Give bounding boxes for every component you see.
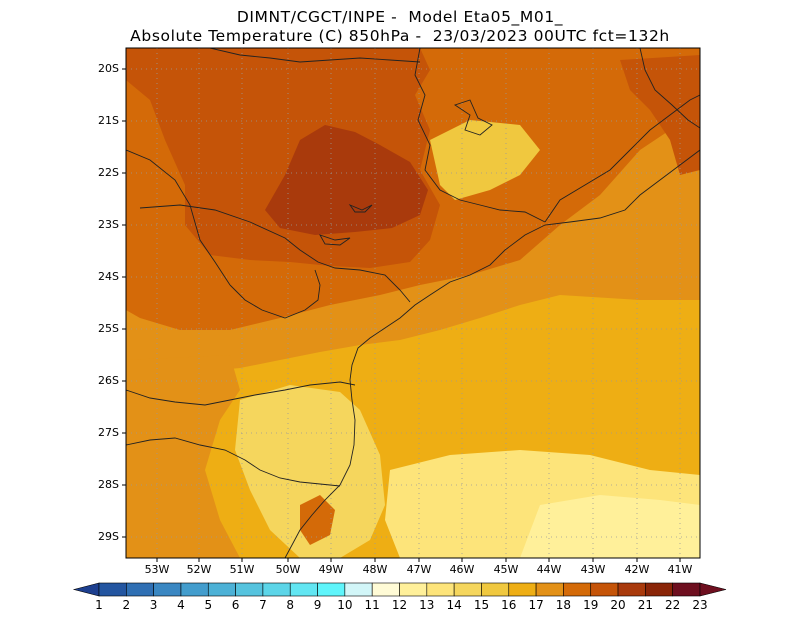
colorbar-label: 4 bbox=[177, 598, 185, 612]
colorbar-label: 1 bbox=[95, 598, 103, 612]
lon-label: 43W bbox=[580, 563, 606, 576]
mg-rj-border bbox=[544, 94, 700, 223]
zone-south-cool-inland bbox=[235, 385, 385, 558]
lat-label: 26S bbox=[98, 374, 119, 387]
zone-west-strip bbox=[126, 355, 240, 558]
colorbar-label: 18 bbox=[555, 598, 572, 612]
mg-es-border bbox=[639, 48, 700, 129]
lon-label: 48W bbox=[362, 563, 388, 576]
lon-label: 53W bbox=[144, 563, 170, 576]
reservoir-3 bbox=[453, 99, 493, 136]
zone-northwest-core bbox=[265, 125, 428, 235]
lat-label: 24S bbox=[98, 270, 119, 283]
lat-label: 20S bbox=[98, 62, 119, 75]
colorbar-label: 5 bbox=[204, 598, 213, 612]
pr-sc-border bbox=[126, 381, 356, 406]
colorbar-label: 9 bbox=[313, 598, 322, 612]
colorbar-label: 8 bbox=[286, 598, 295, 612]
coastline bbox=[284, 149, 700, 558]
lat-label: 27S bbox=[98, 426, 119, 439]
lon-label: 50W bbox=[275, 563, 301, 576]
go-mg-border bbox=[209, 48, 421, 63]
lat-label: 22S bbox=[98, 166, 119, 179]
lat-label: 29S bbox=[98, 530, 119, 543]
zone-far-southeast-cool bbox=[520, 495, 700, 558]
colorbar-label: 13 bbox=[419, 598, 435, 612]
zone-northeast-warm bbox=[620, 55, 700, 175]
lat-label: 28S bbox=[98, 478, 119, 491]
lon-label: 44W bbox=[536, 563, 562, 576]
colorbar-label: 6 bbox=[231, 598, 240, 612]
lat-label: 25S bbox=[98, 322, 119, 335]
lon-label: 42W bbox=[624, 563, 650, 576]
lon-label: 47W bbox=[406, 563, 432, 576]
colorbar-label: 12 bbox=[391, 598, 408, 612]
map-frame bbox=[125, 47, 701, 559]
colorbar-label: 14 bbox=[446, 598, 462, 612]
colorbar-label: 7 bbox=[259, 598, 267, 612]
colorbar-label: 17 bbox=[528, 598, 544, 612]
zone-coast-warm-spot bbox=[300, 495, 335, 545]
ticks bbox=[122, 68, 681, 562]
lon-label: 49W bbox=[318, 563, 344, 576]
lon-label: 52W bbox=[186, 563, 212, 576]
sc-rs-border bbox=[126, 437, 341, 487]
sp-pr-border bbox=[139, 204, 411, 303]
colorbar-label: 15 bbox=[473, 598, 490, 612]
lon-label: 45W bbox=[493, 563, 519, 576]
zone-coastal-light bbox=[430, 120, 540, 200]
colorbar-label: 11 bbox=[364, 598, 380, 612]
pr-west bbox=[229, 269, 321, 319]
chart-title-line2: Absolute Temperature (C) 850hPa - 23/03/… bbox=[130, 27, 670, 45]
colorbar-label: 21 bbox=[637, 598, 653, 612]
colorbar-label: 20 bbox=[610, 598, 626, 612]
sp-mg-border bbox=[414, 48, 546, 223]
reservoir-2 bbox=[319, 234, 351, 246]
colorbar-label: 23 bbox=[692, 598, 708, 612]
colorbar-label: 22 bbox=[665, 598, 681, 612]
grid-lines bbox=[126, 48, 700, 558]
chart-title-line1: DIMNT/CGCT/INPE - Model Eta05_M01_ bbox=[236, 8, 564, 26]
lon-label: 41W bbox=[667, 563, 693, 576]
colorbar-label: 10 bbox=[337, 598, 353, 612]
colorbar-label: 3 bbox=[149, 598, 158, 612]
lat-label: 21S bbox=[98, 114, 119, 127]
lon-label: 46W bbox=[449, 563, 475, 576]
colorbar-label: 16 bbox=[501, 598, 517, 612]
lat-label: 23S bbox=[98, 218, 119, 231]
colorbar-label: 19 bbox=[583, 598, 599, 612]
colorbar-label: 2 bbox=[122, 598, 131, 612]
ms-border bbox=[126, 149, 231, 286]
reservoir-1 bbox=[348, 203, 373, 213]
lon-label: 51W bbox=[229, 563, 255, 576]
boundaries bbox=[126, 48, 700, 558]
